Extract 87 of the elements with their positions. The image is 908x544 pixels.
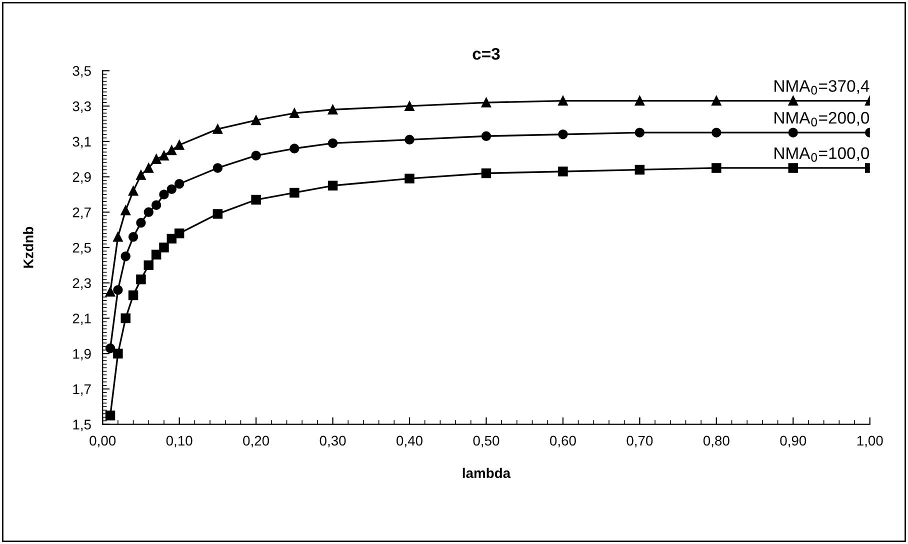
point (113, 285, 123, 295)
y-tick-label: 2,7 (72, 207, 91, 219)
point (634, 96, 645, 106)
point (328, 180, 338, 190)
point (712, 128, 722, 138)
point (166, 184, 177, 194)
point (151, 154, 162, 164)
point (136, 274, 146, 284)
point (558, 130, 568, 140)
point (144, 207, 154, 218)
y-tick-label: 1,5 (73, 420, 91, 432)
point (712, 96, 722, 106)
point (151, 250, 162, 260)
series-label: NMA$_{0}$=200,0 (774, 112, 870, 126)
x-tick-label: 1,00 (857, 436, 883, 448)
point (404, 174, 414, 184)
point (120, 206, 130, 216)
point (159, 242, 169, 252)
point (481, 168, 492, 178)
point (212, 124, 223, 134)
point (113, 232, 123, 242)
point (120, 313, 130, 324)
x-tick-label: 0,60 (550, 436, 576, 448)
point (328, 104, 338, 114)
point (128, 186, 138, 196)
x-tick-label: 0,70 (626, 436, 653, 448)
point (144, 163, 154, 173)
point (634, 128, 645, 138)
point (159, 190, 169, 200)
point (105, 343, 116, 354)
point (105, 410, 116, 420)
series-label: NMA$_{0}$=370,4 (774, 80, 870, 95)
x-tick-label: 0,40 (396, 436, 422, 448)
point (128, 232, 138, 242)
x-tick-label: 0,30 (320, 436, 346, 448)
point (166, 145, 177, 156)
y-tick-label: 1,7 (73, 384, 91, 396)
x-tick-label: 0,00 (90, 436, 116, 448)
point (120, 252, 130, 262)
point (174, 228, 184, 238)
point (144, 260, 154, 270)
y-tick-label: 1,9 (73, 348, 91, 360)
x-tick-label: 0,20 (243, 436, 270, 448)
point (290, 188, 300, 198)
x-tick-label: 0,10 (166, 436, 192, 448)
y-tick-label: 2,5 (72, 242, 91, 254)
x-tick-label: 0,80 (703, 436, 730, 448)
point (174, 179, 184, 189)
y-tick-label: 2,1 (72, 314, 91, 326)
point (136, 218, 146, 228)
point (404, 101, 414, 111)
point (174, 140, 184, 150)
x-tick-label: 0,90 (780, 436, 806, 448)
point (128, 290, 138, 300)
point (212, 209, 223, 219)
point (251, 150, 261, 160)
point (212, 163, 223, 173)
point (136, 170, 146, 180)
point (105, 286, 116, 297)
point (113, 348, 123, 358)
point (251, 115, 261, 126)
point (251, 194, 261, 205)
series-label: NMA$_{0}$=100,0 (774, 147, 870, 162)
y-tick-label: 3,3 (72, 101, 91, 113)
y-tick-label: 3,5 (72, 66, 91, 78)
point (159, 150, 169, 160)
point (712, 163, 722, 173)
y-axis-title: Kzdnb (23, 226, 34, 268)
point (634, 164, 645, 175)
point (290, 144, 300, 154)
point (558, 166, 568, 176)
x-tick-label: 0,50 (473, 436, 500, 448)
chart-title: c=3 (472, 48, 500, 60)
y-tick-label: 2,9 (72, 172, 91, 184)
y-tick-label: 2,3 (72, 278, 91, 290)
point (558, 96, 568, 106)
point (290, 108, 300, 118)
point (788, 128, 798, 138)
x-axis-title: lambda (462, 468, 511, 478)
point (788, 163, 798, 173)
point (328, 138, 338, 148)
point (151, 200, 162, 210)
point (481, 98, 492, 108)
y-tick-label: 3,1 (72, 136, 91, 148)
point (404, 134, 414, 145)
point (481, 131, 492, 141)
point (788, 96, 798, 106)
